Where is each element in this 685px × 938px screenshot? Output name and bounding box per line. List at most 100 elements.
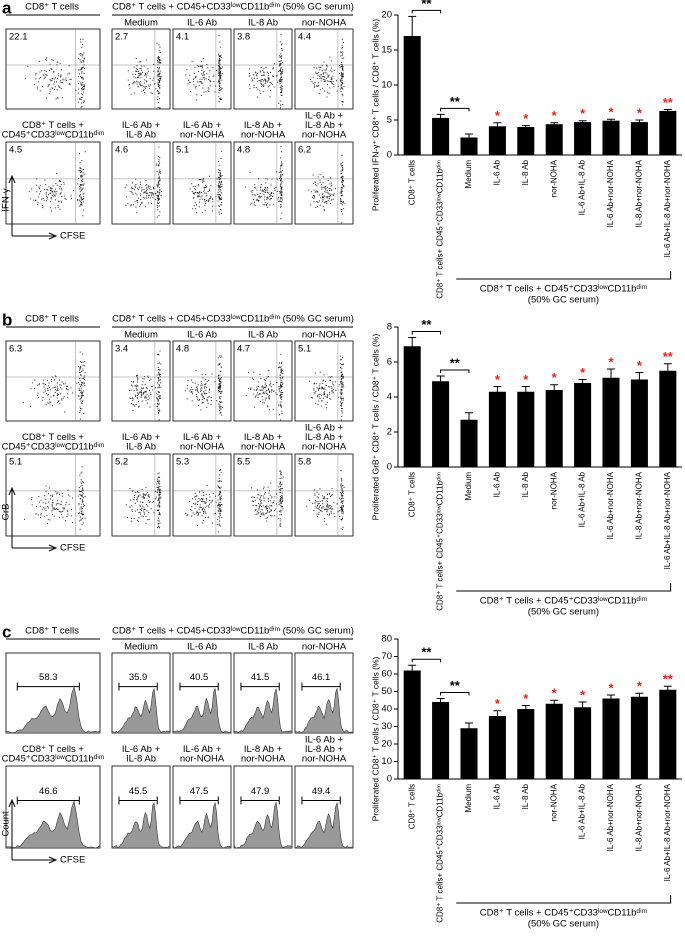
event-dot (280, 504, 282, 506)
event-dot (314, 86, 316, 88)
event-dot (264, 199, 266, 201)
event-dot (51, 504, 53, 506)
event-dot (44, 189, 46, 191)
event-dot (159, 490, 161, 492)
event-dot (202, 181, 204, 183)
event-dot (198, 179, 200, 181)
event-dot (313, 382, 315, 384)
event-dot (52, 502, 54, 504)
event-dot (280, 394, 282, 396)
event-dot (50, 198, 52, 200)
event-dot (131, 505, 133, 507)
event-dot (151, 93, 153, 95)
event-dot (158, 196, 160, 198)
event-dot (198, 404, 200, 406)
event-dot (56, 493, 58, 495)
gate-percent: 5.1 (9, 457, 22, 468)
event-dot (54, 375, 56, 377)
event-dot (158, 177, 160, 179)
event-dot (79, 368, 81, 370)
event-dot (160, 62, 162, 64)
event-dot (194, 202, 196, 204)
gate-percent: 46.1 (312, 672, 331, 683)
event-dot (220, 54, 222, 56)
event-dot (265, 182, 267, 184)
event-dot (322, 79, 324, 81)
error-bar (578, 379, 587, 387)
event-dot (212, 199, 214, 201)
event-dot (138, 495, 140, 497)
event-dot (322, 72, 324, 74)
event-dot (218, 180, 220, 182)
event-dot (204, 393, 206, 395)
event-dot (53, 83, 55, 85)
event-dot (259, 80, 261, 82)
event-dot (132, 204, 134, 206)
event-dot (160, 190, 162, 192)
category-label: CD8⁺ T cells (407, 784, 416, 829)
event-dot (79, 199, 81, 201)
event-dot (219, 386, 221, 388)
event-dot (136, 80, 138, 82)
event-dot (159, 78, 161, 80)
event-dot (319, 387, 321, 389)
event-dot (54, 81, 56, 83)
event-dot (47, 493, 49, 495)
event-dot (59, 208, 61, 210)
event-dot (341, 489, 343, 491)
event-dot (205, 378, 207, 380)
event-dot (325, 191, 327, 193)
condition-label: IL-6 Ab + (183, 432, 222, 443)
event-dot (327, 498, 329, 500)
event-dot (340, 359, 342, 361)
event-dot (157, 397, 159, 399)
event-dot (333, 512, 335, 514)
event-dot (275, 171, 277, 173)
event-dot (265, 66, 267, 68)
event-dot (53, 193, 55, 195)
histogram (172, 688, 232, 734)
event-dot (138, 512, 140, 514)
event-dot (58, 86, 60, 88)
event-dot (266, 188, 268, 190)
event-dot (157, 198, 159, 200)
event-dot (49, 487, 51, 489)
event-dot (157, 402, 159, 404)
event-dot (203, 199, 205, 201)
header-left: CD8⁺ T cells (25, 314, 79, 325)
event-dot (268, 391, 270, 393)
event-dot (200, 81, 202, 83)
event-dot (193, 84, 195, 86)
bar (659, 689, 677, 779)
event-dot (45, 73, 47, 75)
event-dot (280, 67, 282, 69)
event-dot (326, 187, 328, 189)
event-dot (220, 469, 222, 471)
event-dot (58, 516, 60, 518)
event-dot (201, 500, 203, 502)
event-dot (129, 190, 131, 192)
event-dot (40, 516, 42, 518)
event-dot (219, 391, 221, 393)
event-dot (58, 75, 60, 77)
event-dot (281, 390, 283, 392)
event-dot (79, 367, 81, 369)
event-dot (252, 505, 254, 507)
event-dot (59, 387, 61, 389)
event-dot (81, 491, 83, 493)
event-dot (135, 385, 137, 387)
event-dot (340, 64, 342, 66)
event-dot (203, 509, 205, 511)
event-dot (195, 394, 197, 396)
event-dot (218, 78, 220, 80)
event-dot (220, 87, 222, 89)
event-dot (279, 483, 281, 485)
event-dot (313, 389, 315, 391)
event-dot (80, 366, 82, 368)
event-dot (218, 92, 220, 94)
significance: * (637, 679, 643, 694)
event-dot (328, 514, 330, 516)
event-dot (132, 193, 134, 195)
event-dot (325, 403, 327, 405)
event-dot (203, 177, 205, 179)
